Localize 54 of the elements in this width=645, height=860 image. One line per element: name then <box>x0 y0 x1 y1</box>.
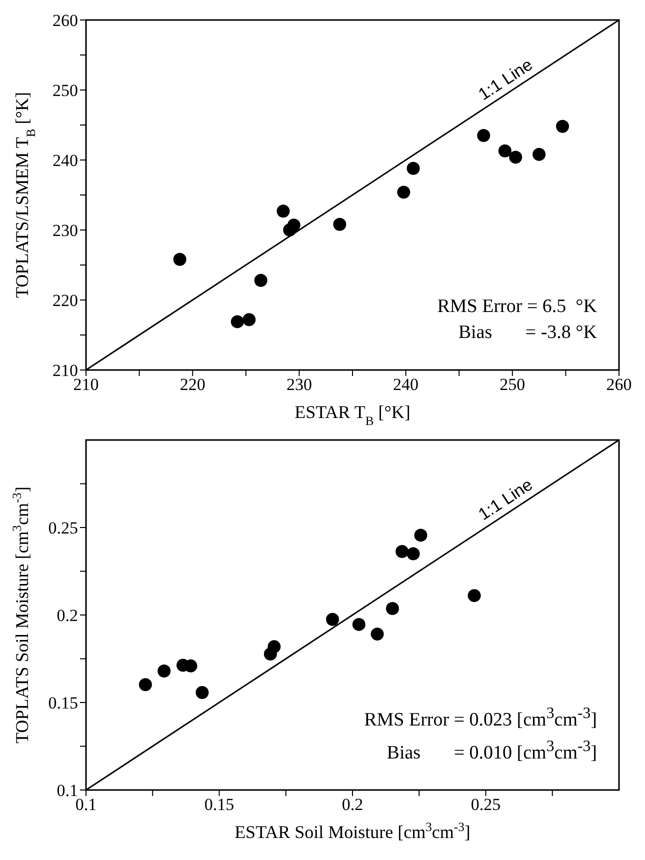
x-axis-title: ESTAR T$_{B}$ [°K] <box>294 402 410 428</box>
point <box>138 678 152 692</box>
point <box>396 544 409 558</box>
x-tick-label: 210 <box>73 375 99 394</box>
point <box>352 618 366 631</box>
point <box>196 686 209 700</box>
point <box>254 274 268 287</box>
point <box>414 528 428 542</box>
y-tick-label: 250 <box>52 81 78 100</box>
point <box>173 252 186 266</box>
x-tick-label: 250 <box>500 375 526 394</box>
annotation: Bias = -3.8 °K <box>457 321 597 345</box>
x-tick-label: 0.2 <box>342 795 364 814</box>
point <box>184 659 198 672</box>
point <box>326 612 340 626</box>
point <box>386 602 399 616</box>
point <box>532 148 546 161</box>
y-tick-label: 0.25 <box>48 518 78 538</box>
point <box>468 589 481 602</box>
y-tick-label: 0.2 <box>56 606 78 626</box>
y-tick-label: 260 <box>52 11 78 30</box>
point <box>370 628 384 641</box>
point <box>498 144 512 158</box>
annotation: RMS Error = 6.5 °K <box>437 295 597 319</box>
point <box>477 129 490 142</box>
x-axis-title: ESTAR Soil Moisture [cm$^{3}$cm$^{-3}$] <box>234 820 470 842</box>
text: 1:1 Line <box>475 55 536 104</box>
y-tick-label: 220 <box>52 291 78 310</box>
point <box>406 162 420 175</box>
x-tick-label: 0.25 <box>470 795 501 814</box>
x-tick-label: 220 <box>180 375 206 394</box>
x-tick-label: 0.15 <box>204 795 234 814</box>
text: 1:1 Line <box>475 475 536 524</box>
point <box>333 218 346 231</box>
x-tick-label: 230 <box>286 375 312 394</box>
y-tick-label: 0.1 <box>56 781 78 800</box>
x-tick-label: 0.1 <box>75 795 97 814</box>
y-tick-label: 0.15 <box>48 694 78 713</box>
point <box>509 150 522 164</box>
y-tick-label: 240 <box>52 151 78 170</box>
x-tick-label: 260 <box>606 375 632 394</box>
point <box>287 218 300 232</box>
point <box>268 640 281 654</box>
point <box>242 313 256 326</box>
annotation: RMS Error = 0.023 [cm$^{3}$cm$^{-3}$] <box>364 704 597 733</box>
x-tick-label: 240 <box>393 375 419 394</box>
point <box>556 120 569 133</box>
point <box>397 186 410 199</box>
point <box>230 315 244 328</box>
point <box>276 204 290 218</box>
y-tick-label: 230 <box>52 221 78 240</box>
point <box>158 664 171 678</box>
annotation: Bias = 0.010 [cm$^{3}$cm$^{-3}$] <box>386 736 597 765</box>
point <box>406 547 420 560</box>
